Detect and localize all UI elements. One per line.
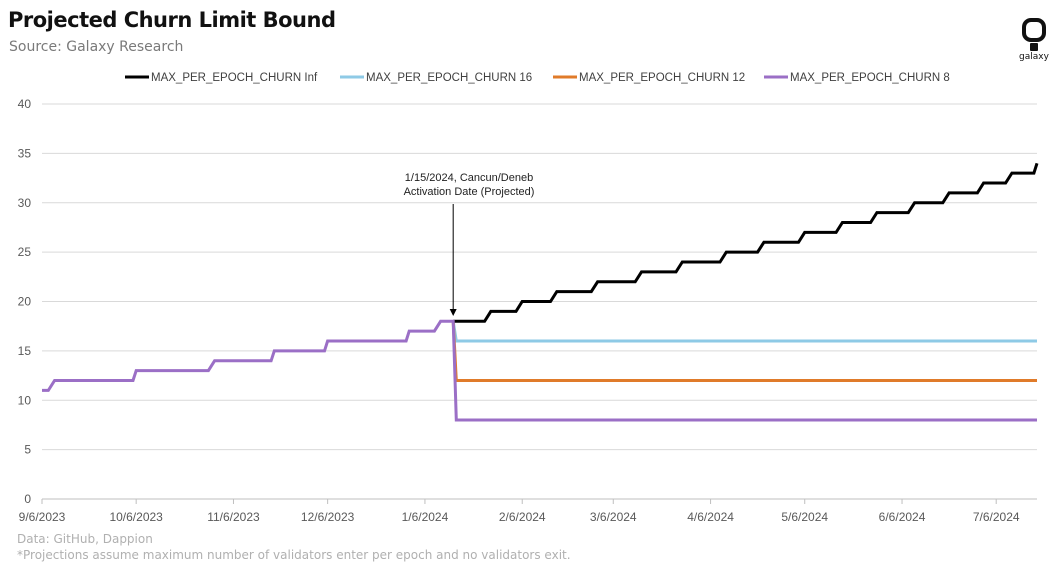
chart-series [42,162,1039,422]
series-line-max_per_epoch_churn-8 [42,319,1037,422]
x-tick-label: 2/6/2024 [499,510,546,524]
x-tick-label: 5/6/2024 [781,510,828,524]
x-tick-label: 1/6/2024 [402,510,449,524]
galaxy-logo: galaxy [1018,16,1056,68]
x-tick-label: 3/6/2024 [590,510,637,524]
logo-dot-icon [1030,43,1038,51]
y-tick-label: 25 [18,245,32,259]
x-axis: 9/6/2023 10/6/2023 11/6/2023 12/6/2023 1/6/2… [19,498,1037,524]
x-tick-label: 11/6/2023 [207,510,260,524]
x-tick-label: 6/6/2024 [879,510,926,524]
y-tick-label: 35 [18,146,32,160]
y-tick-label: 40 [18,97,32,111]
x-tick-label: 10/6/2023 [109,510,163,524]
legend-label-max_per_epoch_churn-12: MAX_PER_EPOCH_CHURN 12 [579,72,745,84]
x-tick-label: 7/6/2024 [973,510,1020,524]
chart-title: Projected Churn Limit Bound [8,8,336,32]
chart-legend: MAX_PER_EPOCH_CHURN Inf MAX_PER_EPOCH_CHU… [125,72,950,84]
y-tick-label: 5 [24,443,31,457]
y-tick-label: 20 [18,295,32,309]
legend-label-max_per_epoch_churn-inf: MAX_PER_EPOCH_CHURN Inf [151,72,318,84]
annotation-arrowhead-icon [449,309,457,316]
series-line-max_per_epoch_churn-inf [453,162,1039,323]
chart-subtitle: Source: Galaxy Research [9,39,184,55]
legend-label-max_per_epoch_churn-16: MAX_PER_EPOCH_CHURN 16 [366,72,532,84]
y-axis: 0 5 10 15 20 25 30 35 40 [18,97,32,506]
series-line-max_per_epoch_churn-16 [451,321,1037,343]
logo-text: galaxy [1019,52,1049,62]
logo-square-icon [1022,18,1046,42]
y-tick-label: 30 [18,196,32,210]
y-tick-label: 0 [24,492,31,506]
footer-data-source: Data: GitHub, Dappion [17,532,153,546]
legend-label-max_per_epoch_churn-8: MAX_PER_EPOCH_CHURN 8 [790,72,950,84]
x-tick-label: 9/6/2023 [19,510,66,524]
y-tick-label: 15 [18,344,32,358]
line-chart: MAX_PER_EPOCH_CHURN Inf MAX_PER_EPOCH_CHU… [18,72,1039,524]
x-tick-label: 12/6/2023 [301,510,355,524]
annotation-line-2: Activation Date (Projected) [404,186,535,198]
x-tick-label: 4/6/2024 [687,510,734,524]
chart-grid [42,103,1037,451]
footer-projection-note: *Projections assume maximum number of va… [17,548,571,562]
activation-annotation: 1/15/2024, Cancun/Deneb Activation Date (… [404,172,535,316]
y-tick-label: 10 [18,393,32,407]
annotation-line-1: 1/15/2024, Cancun/Deneb [405,172,533,184]
